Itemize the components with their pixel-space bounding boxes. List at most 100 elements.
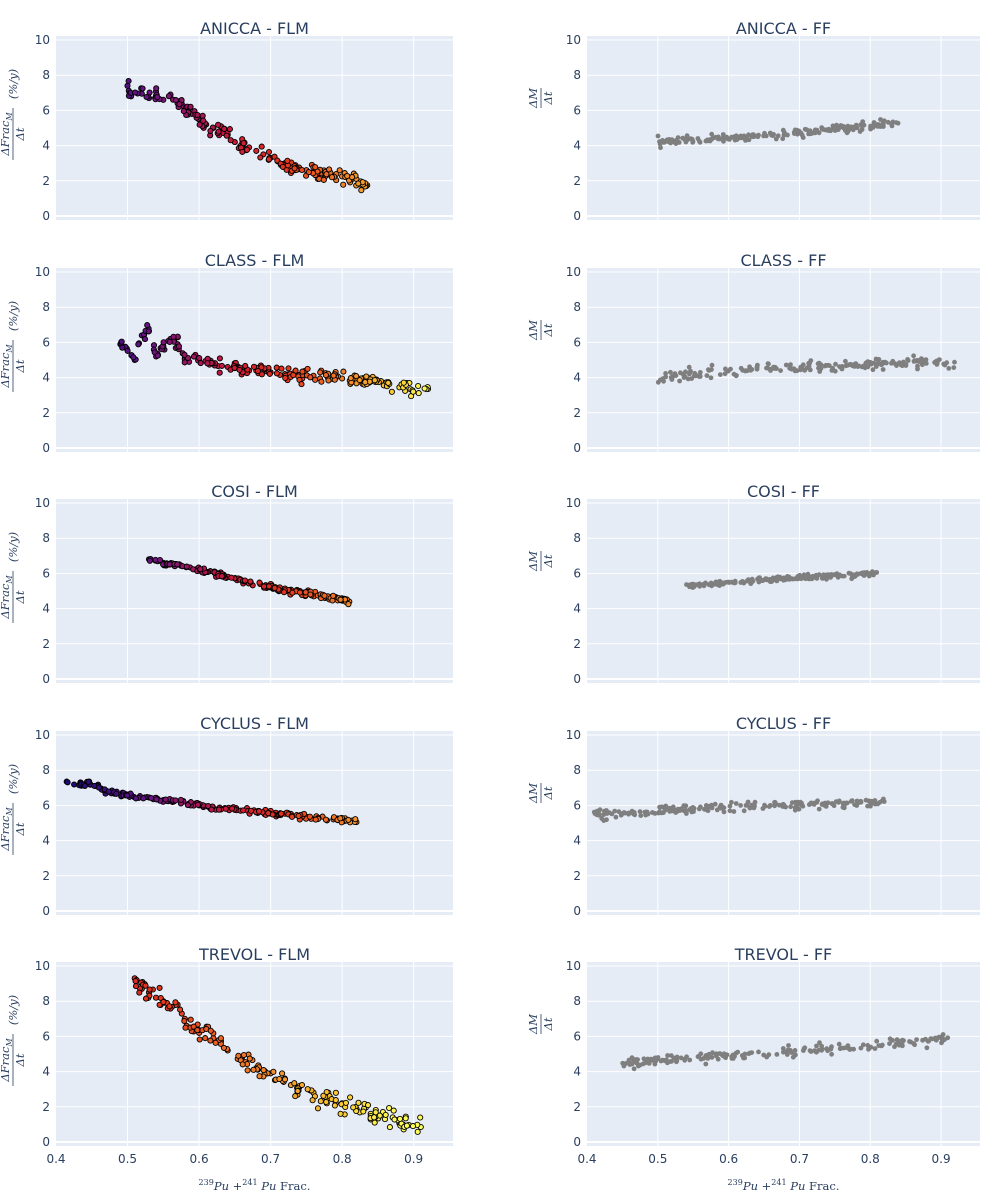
data-point: [946, 366, 952, 371]
data-point: [638, 813, 644, 818]
data-point: [312, 816, 319, 823]
y-axis-label: ΔM Δt: [526, 550, 555, 572]
data-point: [386, 1104, 393, 1112]
y-axis-label-denominator: Δt: [541, 91, 555, 105]
data-point: [844, 800, 850, 806]
data-point: [709, 367, 714, 372]
data-point: [764, 577, 770, 583]
data-point: [304, 1086, 311, 1093]
y-tick-label: 0: [573, 904, 581, 918]
data-point: [261, 583, 268, 590]
data-point: [752, 803, 757, 809]
data-point: [786, 1043, 791, 1048]
data-point: [371, 377, 378, 384]
data-point: [113, 790, 120, 797]
data-point: [282, 374, 289, 382]
data-point: [135, 341, 142, 348]
data-point: [732, 579, 738, 585]
data-point: [709, 362, 715, 368]
y-tick-label: 0: [42, 904, 50, 918]
data-point: [684, 1054, 689, 1060]
data-point: [800, 362, 806, 368]
y-tick-label: 8: [573, 994, 581, 1008]
data-point: [256, 579, 263, 586]
data-point: [299, 368, 306, 375]
data-point: [591, 809, 597, 815]
data-point: [320, 176, 327, 183]
x-tick-label: 0.8: [333, 1152, 352, 1166]
data-point: [410, 388, 417, 395]
data-point: [621, 1063, 627, 1069]
data-point: [819, 125, 825, 130]
data-point: [781, 132, 787, 138]
data-point: [814, 1049, 819, 1055]
data-point: [156, 556, 164, 564]
data-point: [645, 811, 651, 817]
data-point: [258, 143, 265, 150]
data-point: [323, 171, 330, 178]
data-point: [880, 121, 886, 126]
y-tick-label: 0: [42, 672, 50, 686]
data-point: [667, 809, 673, 814]
data-point: [226, 126, 233, 133]
data-point: [720, 581, 726, 587]
data-point: [924, 1045, 930, 1051]
data-point: [240, 140, 247, 147]
y-tick-label: 10: [35, 496, 50, 510]
data-point: [194, 1027, 201, 1034]
x-tick-label: 0.7: [790, 1152, 809, 1166]
y-tick-label: 10: [566, 265, 581, 279]
data-point: [256, 808, 263, 815]
y-tick-label: 8: [573, 300, 581, 314]
data-point: [298, 1081, 306, 1089]
data-point: [769, 579, 774, 584]
y-tick-label: 6: [573, 335, 581, 349]
data-point: [838, 123, 844, 128]
data-point: [713, 134, 718, 140]
data-point: [174, 561, 181, 568]
y-tick-label: 6: [573, 1029, 581, 1043]
y-tick-label: 2: [42, 174, 50, 188]
data-point: [798, 367, 803, 373]
data-point: [340, 181, 347, 188]
data-point: [165, 93, 172, 100]
data-point: [764, 365, 769, 371]
data-point: [172, 797, 179, 804]
data-point: [658, 145, 663, 151]
data-point: [304, 365, 311, 372]
data-point: [887, 1041, 892, 1046]
data-point: [704, 373, 710, 378]
data-point: [744, 802, 750, 808]
data-point: [937, 357, 942, 362]
data-point: [281, 1076, 289, 1083]
data-point: [182, 1024, 189, 1031]
data-point: [863, 797, 869, 803]
data-point: [175, 343, 183, 350]
data-point: [923, 357, 929, 363]
data-point: [596, 812, 601, 818]
data-point: [285, 365, 292, 372]
data-point: [207, 1027, 214, 1034]
y-axis-label-numerator: ΔM: [526, 782, 540, 804]
data-point: [697, 139, 703, 145]
data-point: [833, 361, 838, 367]
data-point: [843, 358, 848, 364]
data-point: [880, 367, 886, 372]
data-point: [872, 1046, 878, 1051]
data-point: [385, 379, 392, 386]
data-point: [788, 804, 793, 810]
y-axis-label: ΔM Δt: [526, 87, 555, 109]
data-point: [144, 322, 151, 329]
data-point: [181, 359, 188, 366]
data-point: [703, 807, 709, 813]
data-point: [687, 1057, 693, 1063]
x-tick-label: 0.7: [261, 1152, 280, 1166]
data-point: [181, 351, 188, 358]
data-point: [217, 1035, 224, 1042]
data-point: [839, 366, 845, 372]
data-point: [64, 779, 71, 786]
data-point: [156, 984, 163, 991]
data-point: [363, 373, 370, 380]
data-point: [342, 1099, 349, 1106]
